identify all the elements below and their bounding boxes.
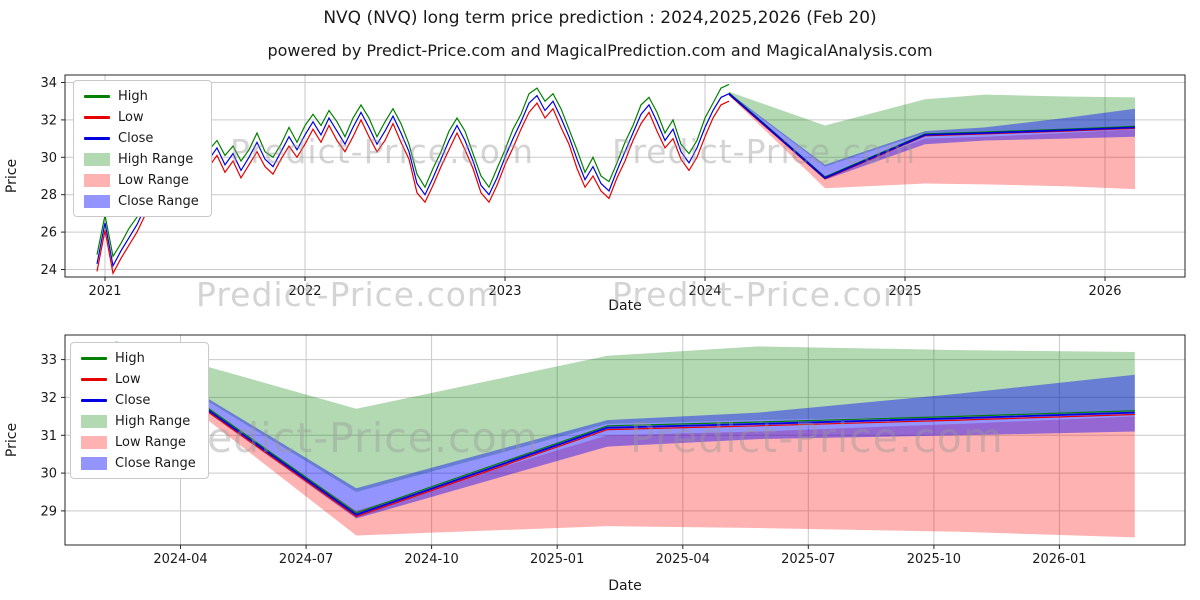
legend-item-low-range: Low Range: [84, 172, 199, 188]
x-tick-label: 2022: [288, 284, 321, 299]
y-tick-label: 26: [40, 226, 57, 241]
legend-fill-swatch: [81, 456, 107, 470]
y-axis-label: Price: [4, 159, 20, 193]
x-axis-label: Date: [608, 298, 641, 314]
y-tick-label: 30: [40, 467, 57, 482]
legend-item-high-range: High Range: [81, 413, 196, 429]
close-range-band: [115, 342, 1135, 519]
legend-line-swatch: [84, 136, 110, 140]
low-range-band: [729, 94, 1135, 190]
x-tick-label: 2025-01: [530, 552, 584, 567]
legend-label: Low Range: [118, 172, 189, 188]
legend-top: High Low Close High Range Low Range Close Ran…: [73, 80, 212, 217]
forecast-low-line: [114, 345, 1135, 518]
legend-line-swatch: [81, 356, 107, 360]
legend-item-high: High: [81, 350, 196, 366]
x-tick-label: 2023: [488, 284, 521, 299]
y-tick-label: 32: [40, 391, 57, 406]
y-tick-label: 29: [40, 504, 57, 519]
page-title: NVQ (NVQ) long term price prediction : 2…: [323, 8, 877, 28]
legend-item-close-range: Close Range: [81, 455, 196, 471]
legend-item-high: High: [84, 88, 199, 104]
y-tick-label: 24: [40, 263, 57, 278]
legend-item-low: Low: [81, 371, 196, 387]
legend-label: Close: [115, 392, 151, 408]
legend-label: Close Range: [115, 455, 196, 471]
high-range-band: [729, 91, 1135, 167]
legend-item-low-range: Low Range: [81, 434, 196, 450]
legend-label: Close Range: [118, 193, 199, 209]
legend-label: Low: [115, 371, 141, 387]
legend-item-close: Close: [84, 130, 199, 146]
y-axis-label: Price: [4, 423, 20, 457]
y-tick-label: 34: [40, 76, 57, 91]
legend-fill-swatch: [81, 414, 107, 428]
x-axis-label: Date: [608, 578, 641, 594]
plot-frame: [64, 334, 1186, 546]
price-history-chart: 2021 2022 2023 2024 2025 2026 24 26 28 30 32 34 Date…: [4, 74, 1186, 314]
legend-fill-swatch: [81, 435, 107, 449]
legend-item-high-range: High Range: [84, 151, 199, 167]
x-tick-label: 2026-01: [1032, 552, 1086, 567]
legend-label: High Range: [115, 413, 191, 429]
y-tick-label: 33: [40, 353, 57, 368]
x-tick-label: 2025-10: [907, 552, 961, 567]
legend-line-swatch: [81, 398, 107, 402]
x-tick-label: 2021: [88, 284, 121, 299]
legend-label: Low: [118, 109, 144, 125]
low-range-band: [115, 346, 1135, 538]
x-tick-label: 2024-10: [404, 552, 458, 567]
close-range-band: [729, 92, 1135, 180]
x-tick-label: 2026: [1088, 284, 1121, 299]
legend-item-close: Close: [81, 392, 196, 408]
x-tick-label: 2025-07: [781, 552, 835, 567]
x-tick-label: 2025-04: [656, 552, 710, 567]
high-range-band: [115, 340, 1135, 492]
y-tick-label: 32: [40, 113, 57, 128]
legend-fill-swatch: [84, 173, 110, 187]
y-tick-label: 28: [40, 188, 57, 203]
legend-fill-swatch: [84, 194, 110, 208]
powered-by-subtitle: powered by Predict-Price.com and Magical…: [267, 41, 933, 60]
legend-label: Close: [118, 130, 154, 146]
legend-fill-swatch: [84, 152, 110, 166]
legend-label: Low Range: [115, 434, 186, 450]
x-tick-label: 2024: [688, 284, 721, 299]
legend-label: High: [115, 350, 145, 366]
forecast-high-line: [114, 342, 1135, 514]
x-tick-label: 2025: [888, 284, 921, 299]
forecast-detail-chart: 2024-04 2024-07 2024-10 2025-01 2025-04 2025-…: [4, 334, 1186, 594]
plot-frame: [64, 74, 1186, 278]
x-tick-label: 2024-07: [279, 552, 333, 567]
forecast-close-line: [114, 343, 1135, 516]
legend-bottom: High Low Close High Range Low Range Close Ran…: [70, 342, 209, 479]
legend-label: High Range: [118, 151, 194, 167]
legend-label: High: [118, 88, 148, 104]
x-tick-label: 2024-04: [153, 552, 207, 567]
legend-line-swatch: [81, 377, 107, 381]
y-tick-label: 30: [40, 151, 57, 166]
legend-item-low: Low: [84, 109, 199, 125]
legend-line-swatch: [84, 94, 110, 98]
legend-line-swatch: [84, 115, 110, 119]
forecast-close-line: [728, 93, 1136, 179]
legend-item-close-range: Close Range: [84, 193, 199, 209]
y-tick-label: 31: [40, 429, 57, 444]
